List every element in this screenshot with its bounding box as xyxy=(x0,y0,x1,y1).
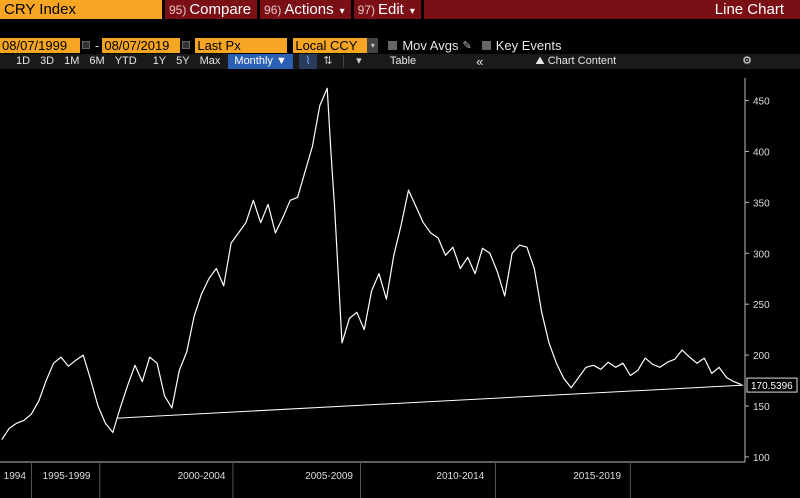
controls-bar: 08/07/1999 - 08/07/2019 Last Px Local CC… xyxy=(0,37,800,53)
y-tick-label: 300 xyxy=(753,249,770,260)
ticker-field[interactable]: CRY Index xyxy=(0,0,162,19)
x-axis: 1994 1995-1999 2000-2004 2005-2009 2010-2014… xyxy=(0,461,745,498)
period-6m[interactable]: 6M xyxy=(89,55,105,67)
x-tick-label: 1994 xyxy=(4,471,27,482)
series-layer xyxy=(1,87,744,440)
end-calendar-icon[interactable] xyxy=(182,41,191,49)
currency-select[interactable]: Local CCY xyxy=(293,37,368,53)
x-tick-label: 2000-2004 xyxy=(178,471,226,482)
price-field-select[interactable]: Last Px xyxy=(195,37,288,53)
last-value-label: 170.5396 xyxy=(751,381,793,392)
actions-label: Actions xyxy=(284,1,334,18)
table-button[interactable]: Table xyxy=(389,55,417,67)
mov-avgs-label: Mov Avgs xyxy=(402,37,459,53)
toolbar-divider xyxy=(342,55,344,68)
y-tick-label: 400 xyxy=(753,147,770,158)
actions-caret-icon: ▾ xyxy=(339,6,345,17)
edit-caret-icon: ▾ xyxy=(409,6,415,17)
collapse-icon[interactable]: « xyxy=(476,54,484,69)
x-tick-label: 1995-1999 xyxy=(43,471,91,482)
pencil-icon[interactable]: ✎ xyxy=(462,39,472,52)
actions-button[interactable]: 96) Actions ▾ xyxy=(260,0,351,19)
y-tick-label: 250 xyxy=(753,300,770,311)
y-tick-label: 200 xyxy=(753,351,770,362)
y-tick-label: 450 xyxy=(753,97,770,108)
x-tick-label: 2015-2019 xyxy=(573,471,621,482)
gear-icon[interactable]: ⚙ xyxy=(742,55,752,67)
compare-button[interactable]: 95) Compare xyxy=(165,0,258,19)
period-5y[interactable]: 5Y xyxy=(176,55,190,67)
y-axis: 100 150 200 250 300 350 400 450 xyxy=(744,78,770,464)
price-line xyxy=(1,87,742,440)
mov-avgs-checkbox[interactable] xyxy=(388,40,398,50)
edit-label: Edit xyxy=(377,1,404,18)
period-1m[interactable]: 1M xyxy=(64,55,80,67)
key-events-checkbox[interactable] xyxy=(481,40,491,50)
currency-dropdown-icon[interactable]: ▾ xyxy=(367,37,379,53)
start-calendar-icon[interactable] xyxy=(82,41,90,49)
y-tick-label: 100 xyxy=(753,453,770,464)
y-tick-label: 350 xyxy=(753,198,770,209)
style-dropdown-icon[interactable]: ▾ xyxy=(356,55,362,67)
chart-content-icon: ⛰ xyxy=(535,55,545,67)
period-3d[interactable]: 3D xyxy=(40,55,55,67)
header-bar: CRY Index 95) Compare 96) Actions ▾ 97) Edit… xyxy=(0,0,800,19)
chart-content-label: Chart Content xyxy=(547,55,617,67)
actions-number: 96) xyxy=(264,3,282,17)
last-value-box xyxy=(746,377,798,393)
y-tick-label: 150 xyxy=(753,402,770,413)
chart-content-button[interactable]: ⛰ Chart Content xyxy=(531,54,620,69)
edit-number: 97) xyxy=(357,3,375,17)
x-tick-label: 2005-2009 xyxy=(305,471,353,482)
period-ytd[interactable]: YTD xyxy=(114,55,137,67)
last-value-marker: 170.5396 xyxy=(746,377,798,393)
compare-number: 95) xyxy=(169,3,187,17)
edit-button[interactable]: 97) Edit ▾ xyxy=(353,0,421,19)
end-date-input[interactable]: 08/07/2019 xyxy=(102,37,181,53)
bar-style-icon[interactable]: ⇅ xyxy=(323,55,333,67)
trendline xyxy=(116,384,744,419)
price-chart[interactable]: 100 150 200 250 300 350 400 450 1994 1995-1999 20… xyxy=(0,70,800,498)
period-bar: 1D 3D 1M 6M YTD 1Y 5Y Max Monthly ▼ ⌇ ⇅ … xyxy=(0,54,800,69)
period-max[interactable]: Max xyxy=(199,55,221,67)
period-1y[interactable]: 1Y xyxy=(152,55,167,67)
compare-label: Compare xyxy=(189,1,252,18)
x-tick-label: 2010-2014 xyxy=(436,471,484,482)
chart-type-title: Line Chart xyxy=(423,0,800,19)
key-events-label: Key Events xyxy=(495,37,562,53)
period-1d[interactable]: 1D xyxy=(16,55,31,67)
frequency-select[interactable]: Monthly ▼ xyxy=(228,54,293,69)
date-dash: - xyxy=(95,37,100,53)
start-date-input[interactable]: 08/07/1999 xyxy=(0,37,80,53)
line-chart-icon[interactable]: ⌇ xyxy=(298,54,317,69)
